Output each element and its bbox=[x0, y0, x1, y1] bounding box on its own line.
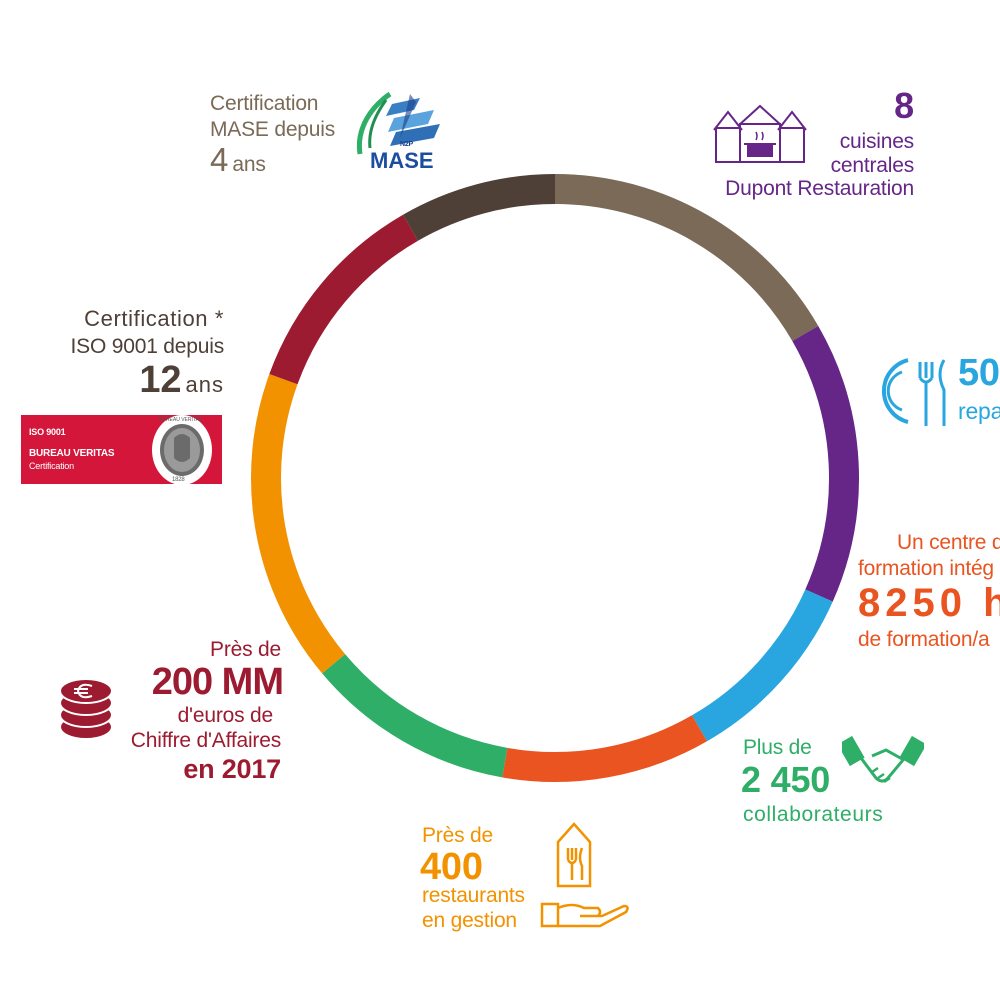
chiffre-line4: en 2017 bbox=[183, 754, 281, 784]
restaurants-line3: en gestion bbox=[422, 909, 517, 932]
collab-line2: collaborateurs bbox=[743, 803, 884, 826]
bv-seal: BUREAU VERITAS 1828 bbox=[144, 412, 220, 488]
formation-line1: Un centre d bbox=[897, 531, 1000, 554]
coins-icon bbox=[52, 673, 124, 750]
badge-iso: ISO 9001 bbox=[29, 427, 66, 437]
mase-years: 4 bbox=[210, 141, 229, 178]
chiffre-number: 200 MM bbox=[151, 661, 284, 703]
repas-number: 500 bbox=[958, 352, 1000, 394]
mase-line2: MASE depuis bbox=[210, 118, 336, 141]
formation-line3: de formation/a bbox=[858, 628, 990, 651]
restaurants-line1: Près de bbox=[422, 824, 493, 847]
bureau-veritas-badge: ISO 9001 BUREAU VERITAS Certification BU… bbox=[21, 415, 222, 485]
mase-line1: Certification bbox=[210, 92, 319, 115]
iso-line2: ISO 9001 depuis bbox=[70, 335, 225, 358]
badge-bv: BUREAU VERITAS bbox=[29, 448, 115, 459]
iso-line1: Certification * bbox=[84, 306, 224, 331]
ring-segment-repas bbox=[691, 589, 833, 742]
collab-number: 2 450 bbox=[741, 759, 831, 800]
mase-logo-small: N2P bbox=[400, 141, 414, 148]
chiffre-line1: Près de bbox=[210, 638, 281, 661]
mase-logo: N2P MASE bbox=[350, 88, 450, 176]
restaurants-line2: restaurants bbox=[422, 884, 525, 907]
badge-cert: Certification bbox=[29, 461, 74, 471]
ring-segment-collaborateurs bbox=[322, 654, 508, 778]
cuisines-line1: cuisines bbox=[839, 130, 914, 153]
mase-years-line: 4 ans bbox=[210, 143, 266, 176]
mase-logo-text: MASE bbox=[370, 148, 434, 173]
iso-years-line: 12 ans bbox=[139, 361, 224, 399]
seal-top: BUREAU VERITAS bbox=[159, 417, 203, 423]
cuisines-line3: Dupont Restauration bbox=[725, 177, 914, 200]
ring-segment-cuisines-centrales bbox=[792, 326, 859, 602]
handshake-icon bbox=[837, 735, 927, 797]
chiffre-line3: Chiffre d'Affaires bbox=[130, 729, 281, 752]
kitchen-icon bbox=[712, 104, 808, 171]
ring-segment-certification-mase bbox=[554, 174, 819, 342]
ring-segment-chiffre-affaires bbox=[269, 214, 419, 385]
collab-line1: Plus de bbox=[743, 736, 812, 759]
formation-number: 8250 h bbox=[858, 581, 1000, 625]
restaurants-number: 400 bbox=[420, 846, 483, 888]
ring-segment-restaurants bbox=[251, 374, 346, 674]
iso-unit: ans bbox=[185, 372, 224, 397]
serving-hand-icon bbox=[540, 822, 632, 939]
iso-years: 12 bbox=[139, 359, 182, 401]
mase-unit: ans bbox=[232, 153, 266, 176]
ring-segment-formation bbox=[502, 715, 707, 782]
cuisines-number: 8 bbox=[894, 85, 914, 126]
repas-line1: repa bbox=[958, 398, 1000, 424]
cuisines-line2: centrales bbox=[830, 154, 915, 177]
seal-year: 1828 bbox=[172, 477, 185, 483]
formation-line2: formation intég bbox=[858, 557, 994, 580]
chiffre-line2: d'euros de bbox=[177, 704, 274, 727]
plate-cutlery-icon bbox=[878, 352, 958, 435]
ring-segment-iso-9001 bbox=[403, 174, 556, 241]
